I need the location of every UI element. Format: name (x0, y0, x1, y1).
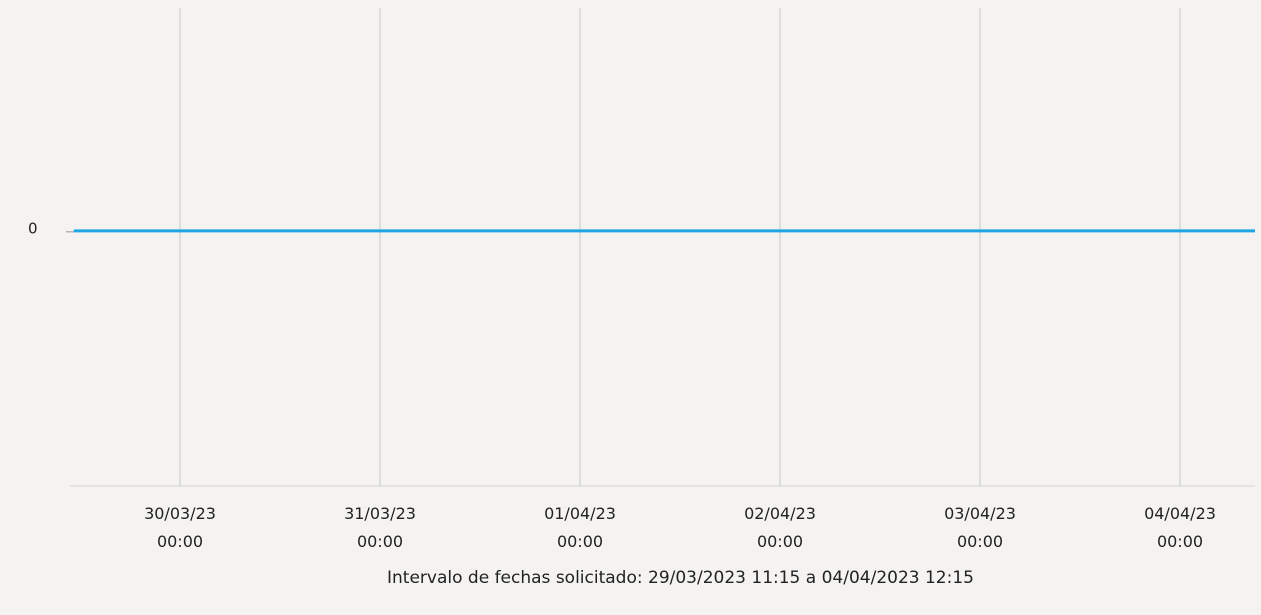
x-tick-label: 03/04/23 00:00 (944, 504, 1016, 551)
y-tick-label: 0 (28, 219, 38, 237)
x-tick-label: 01/04/23 00:00 (544, 504, 616, 551)
x-tick-label: 31/03/23 00:00 (344, 504, 416, 551)
footer-text: Intervalo de fechas solicitado: 29/03/20… (387, 568, 974, 588)
x-tick-label: 04/04/23 00:00 (1144, 504, 1216, 551)
x-tick-label: 30/03/23 00:00 (144, 504, 216, 551)
x-tick-label: 02/04/23 00:00 (744, 504, 816, 551)
